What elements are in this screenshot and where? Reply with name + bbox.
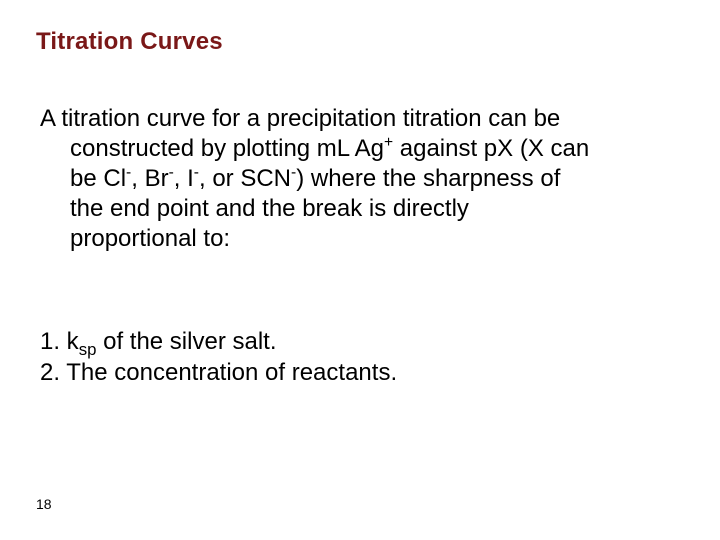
- text-frag: ) where the sharpness of: [296, 165, 560, 192]
- para-line-5: proportional to:: [40, 224, 684, 254]
- text-frag: of the silver salt.: [96, 328, 276, 355]
- text-frag: , or SCN: [199, 165, 291, 192]
- text-frag: , I: [174, 165, 194, 192]
- para-line-4: the end point and the break is directly: [40, 194, 684, 224]
- superscript-plus: +: [384, 134, 393, 151]
- page-number: 18: [36, 496, 52, 512]
- text-frag: , Br: [131, 165, 168, 192]
- para-line-3: be Cl-, Br-, I-, or SCN-) where the shar…: [40, 164, 684, 194]
- para-line-1: A titration curve for a precipitation ti…: [40, 104, 684, 134]
- text-frag: constructed by plotting mL Ag: [70, 135, 384, 162]
- subscript-sp: sp: [79, 340, 97, 359]
- text-frag: 1. k: [40, 328, 79, 355]
- text-frag: be Cl: [70, 165, 126, 192]
- list-item-2: 2. The concentration of reactants.: [40, 357, 684, 388]
- list-item-1: 1. ksp of the silver salt.: [40, 326, 684, 357]
- slide-container: Titration Curves A titration curve for a…: [0, 0, 720, 540]
- text-frag: against pX (X can: [393, 135, 589, 162]
- para-line-2: constructed by plotting mL Ag+ against p…: [40, 134, 684, 164]
- numbered-list: 1. ksp of the silver salt. 2. The concen…: [36, 326, 684, 388]
- body-paragraph: A titration curve for a precipitation ti…: [36, 104, 684, 254]
- slide-title: Titration Curves: [36, 28, 684, 56]
